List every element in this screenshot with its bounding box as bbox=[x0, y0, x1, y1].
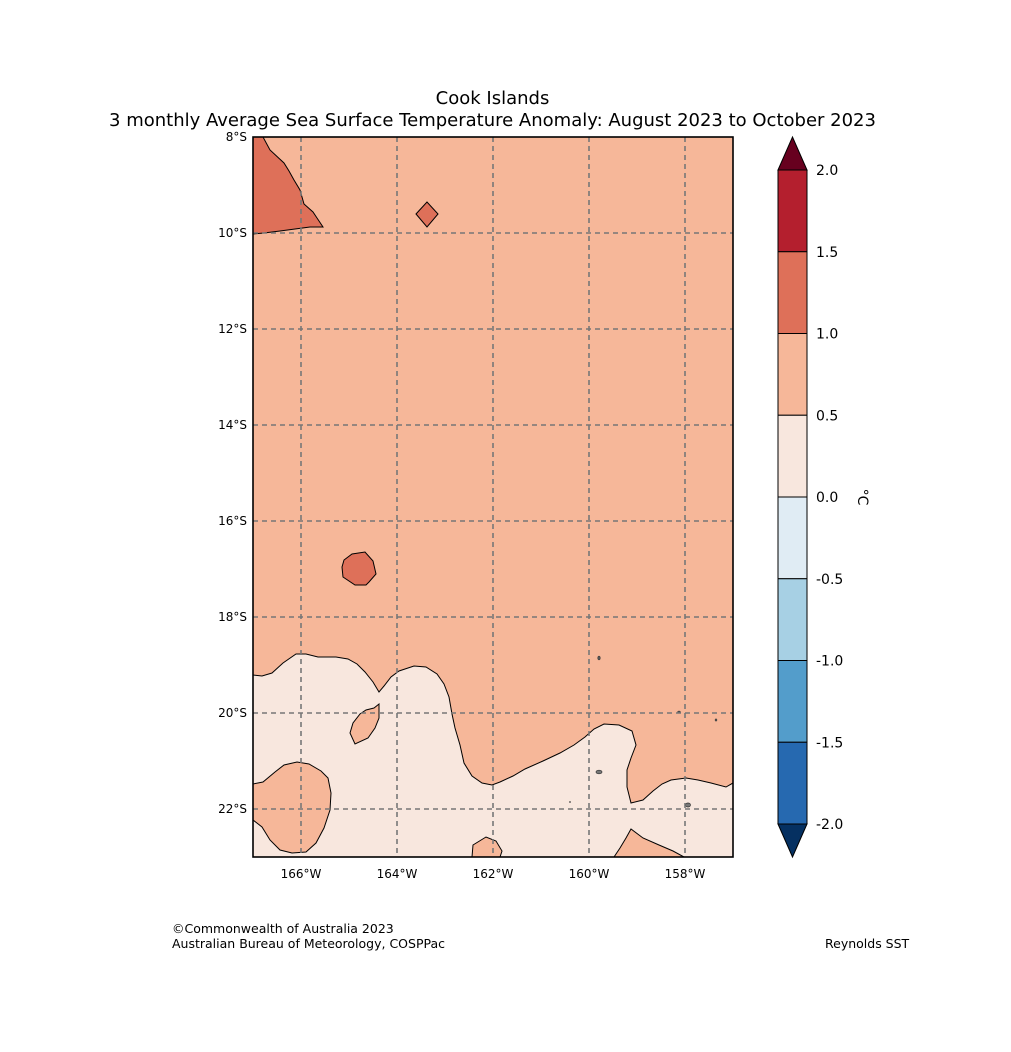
colorbar: 2.0 1.5 1.0 0.5 0.0 -0.5 -1.0 -1.5 -2.0 bbox=[777, 135, 843, 859]
lat-tick-label: 22°S bbox=[218, 802, 247, 816]
map-frame bbox=[252, 136, 734, 858]
anomaly-region-0.0-0.5 bbox=[253, 653, 733, 857]
colorbar-segment bbox=[777, 333, 808, 416]
lat-tick-label: 12°S bbox=[218, 322, 247, 336]
colorbar-unit-label: °C bbox=[854, 489, 870, 506]
data-source-text: Reynolds SST bbox=[825, 936, 910, 951]
colorbar-extend-max bbox=[777, 135, 808, 171]
colorbar-segment bbox=[777, 496, 808, 580]
anomaly-blob-1.0-1.5-north bbox=[415, 201, 439, 228]
lat-tick-label: 8°S bbox=[226, 130, 247, 144]
lat-tick-label: 16°S bbox=[218, 514, 247, 528]
colorbar-tick-label: 1.0 bbox=[816, 327, 838, 343]
colorbar-segment bbox=[777, 169, 808, 253]
colorbar-segment bbox=[777, 660, 808, 743]
anomaly-region-1.0-1.5-northwest bbox=[253, 137, 324, 235]
lat-tick-label: 18°S bbox=[218, 610, 247, 624]
colorbar-tick-label: 0.0 bbox=[816, 490, 838, 506]
colorbar-segment bbox=[777, 414, 808, 498]
island bbox=[597, 655, 601, 661]
island bbox=[714, 718, 718, 722]
lat-tick-label: 14°S bbox=[218, 418, 247, 432]
island bbox=[685, 802, 691, 808]
lat-tick-label: 10°S bbox=[218, 226, 247, 240]
map-plot-area bbox=[253, 137, 733, 857]
colorbar-tick-label: -1.5 bbox=[816, 735, 843, 751]
anomaly-blob-south-central bbox=[471, 836, 503, 857]
lon-tick-label: 164°W bbox=[377, 867, 418, 881]
colorbar-segment bbox=[777, 741, 808, 825]
lat-tick-label: 20°S bbox=[218, 706, 247, 720]
latitude-labels: 8°S 10°S 12°S 14°S 16°S 18°S 20°S 22°S bbox=[218, 130, 247, 816]
colorbar-tick-label: -1.0 bbox=[816, 654, 843, 670]
gridlines bbox=[253, 137, 733, 857]
anomaly-blob-1.0-1.5-17s bbox=[341, 551, 377, 586]
map-title: Cook Islands bbox=[435, 88, 550, 109]
colorbar-segment bbox=[777, 251, 808, 334]
longitude-labels: 166°W 164°W 162°W 160°W 158°W bbox=[281, 867, 706, 881]
island bbox=[569, 801, 571, 803]
lon-tick-label: 158°W bbox=[665, 867, 706, 881]
colorbar-segment bbox=[777, 578, 808, 661]
map-subtitle: 3 monthly Average Sea Surface Temperatur… bbox=[109, 110, 876, 131]
copyright-text: ©Commonwealth of Australia 2023 bbox=[172, 921, 394, 936]
agency-text: Australian Bureau of Meteorology, COSPPa… bbox=[172, 936, 445, 951]
colorbar-extend-min bbox=[777, 823, 808, 859]
island bbox=[595, 769, 603, 775]
anomaly-blob-20s bbox=[349, 702, 380, 745]
anomaly-blob-southwest bbox=[253, 761, 332, 854]
colorbar-tick-label: 0.5 bbox=[816, 408, 838, 424]
colorbar-tick-label: 1.5 bbox=[816, 245, 838, 261]
footer-credits: ©Commonwealth of Australia 2023 Australi… bbox=[172, 921, 445, 951]
lon-tick-label: 166°W bbox=[281, 867, 322, 881]
lon-tick-label: 160°W bbox=[569, 867, 610, 881]
anomaly-blob-southeast bbox=[613, 828, 685, 857]
colorbar-tick-label: 2.0 bbox=[816, 163, 838, 179]
colorbar-tick-label: -0.5 bbox=[816, 572, 843, 588]
lon-tick-label: 162°W bbox=[473, 867, 514, 881]
colorbar-tick-label: -2.0 bbox=[816, 817, 843, 833]
